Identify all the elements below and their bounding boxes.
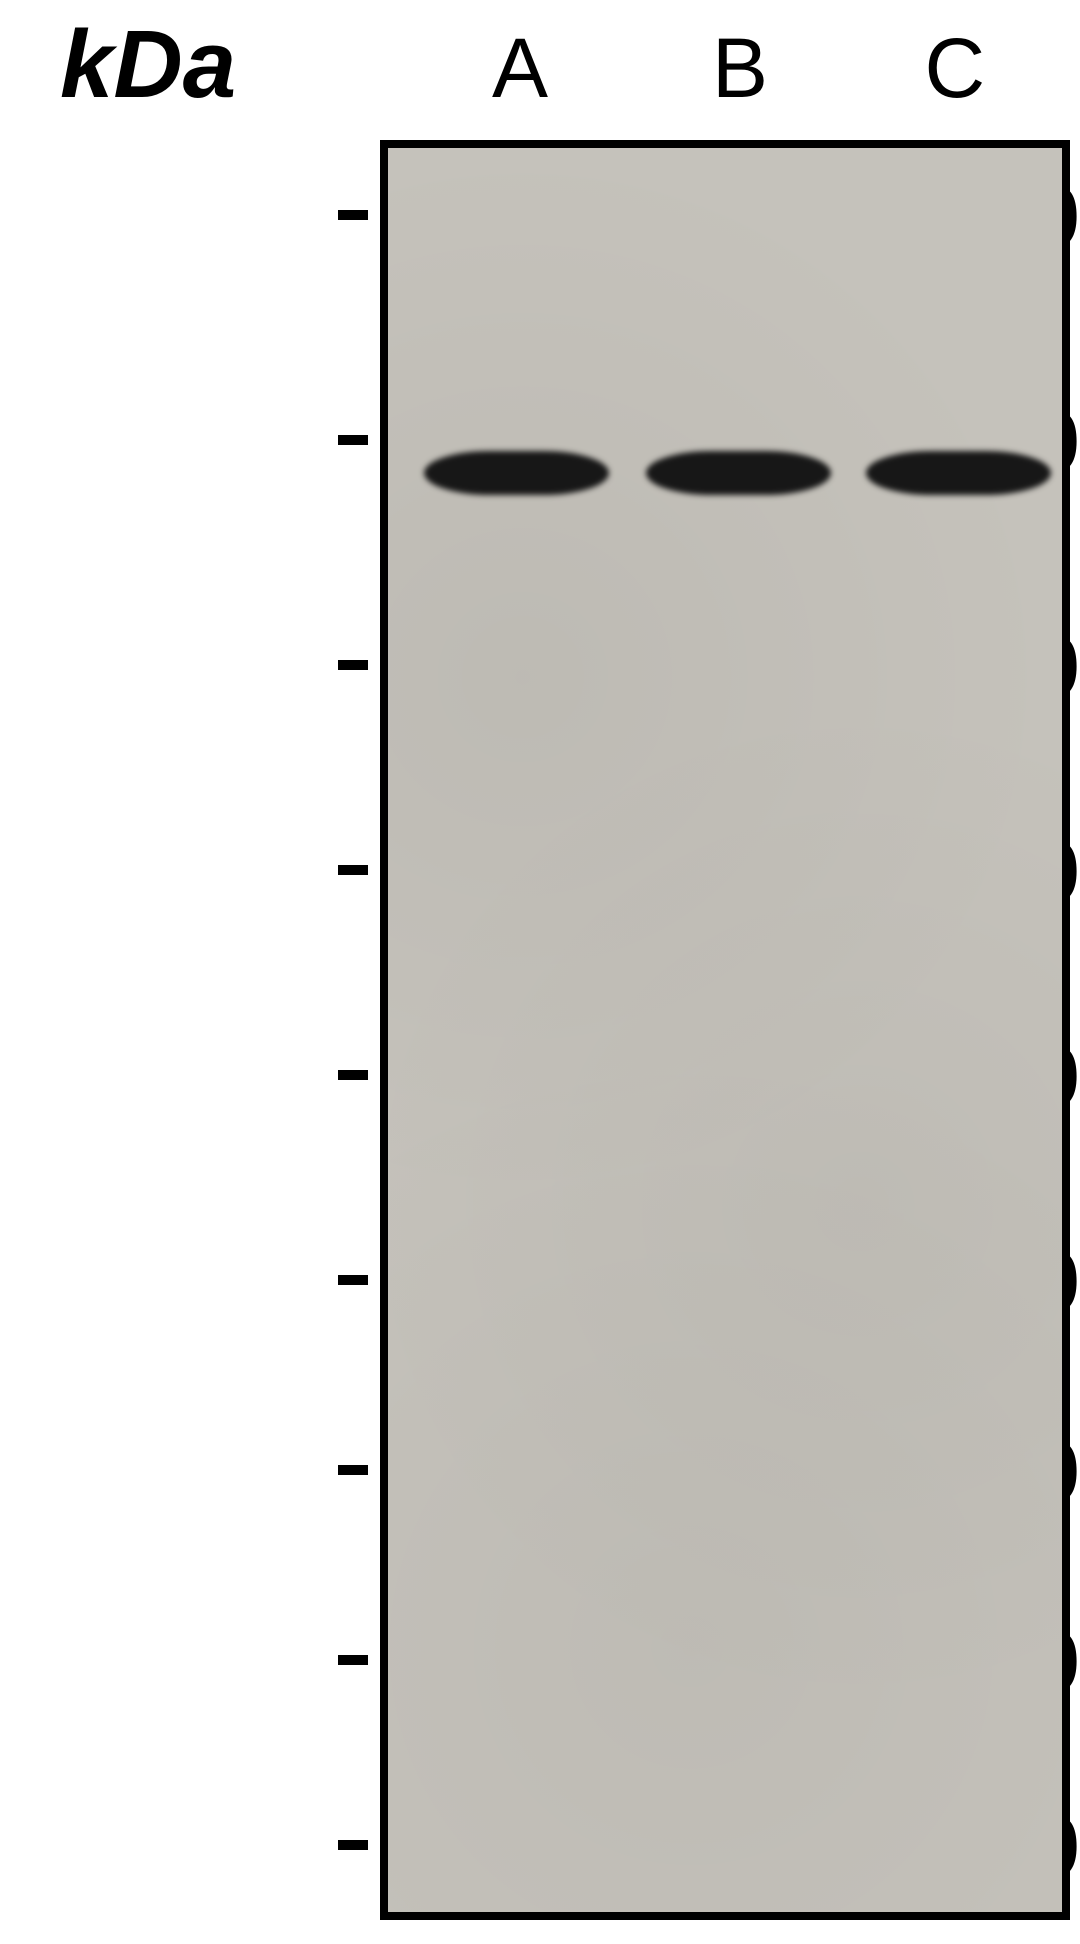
lane-label: A xyxy=(492,20,548,117)
band-lane-b xyxy=(646,451,831,495)
axis-unit-label: kDa xyxy=(60,10,236,120)
tick-mark xyxy=(338,865,368,875)
lane-label: B xyxy=(712,20,768,117)
tick-mark xyxy=(338,1275,368,1285)
blot-membrane xyxy=(380,140,1070,1920)
tick-mark xyxy=(338,1840,368,1850)
tick-mark xyxy=(338,660,368,670)
blot-background xyxy=(388,148,1062,1912)
tick-mark xyxy=(338,1465,368,1475)
tick-mark xyxy=(338,1070,368,1080)
tick-mark xyxy=(338,435,368,445)
western-blot-figure: kDa A B C 200140100806050403020 xyxy=(0,0,1080,1944)
band-lane-c xyxy=(866,451,1051,495)
tick-mark xyxy=(338,1655,368,1665)
lane-label: C xyxy=(925,20,986,117)
band-lane-a xyxy=(424,451,609,495)
tick-mark xyxy=(338,210,368,220)
